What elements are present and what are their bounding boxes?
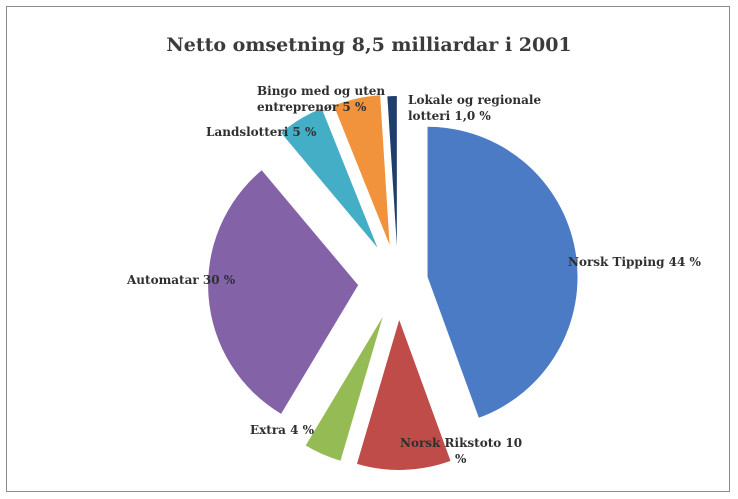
- pie-slice-bingo-med-og-uten-entrepren-r: [333, 95, 390, 245]
- pie-slice-landslotteri: [281, 108, 378, 248]
- slice-label-automatar: Automatar 30 %: [126, 273, 236, 287]
- slice-label-norsk-rikstoto: Norsk Rikstoto 10: [400, 436, 522, 450]
- slice-label-bingo-med-og-uten-entrepren-r-line2: entreprenør 5 %: [257, 100, 367, 114]
- chart-frame: [6, 6, 730, 492]
- slice-label-extra: Extra 4 %: [250, 423, 315, 437]
- slice-label-lokale-og-regionale-lotteri-line2: lotteri 1,0 %: [408, 109, 491, 123]
- slice-label-bingo-med-og-uten-entrepren-r: Bingo med og uten: [257, 84, 385, 98]
- chart-title: Netto omsetning 8,5 milliardar i 2001: [166, 34, 572, 56]
- pie-slice-lokale-og-regionale-lotteri: [387, 96, 397, 247]
- slice-label-norsk-tipping: Norsk Tipping 44 %: [568, 255, 702, 269]
- pie-slice-automatar: [208, 170, 359, 414]
- pie-slice-norsk-tipping: [427, 126, 578, 418]
- slice-label-lokale-og-regionale-lotteri: Lokale og regionale: [408, 93, 541, 107]
- pie-slice-norsk-rikstoto: [356, 319, 451, 470]
- slice-label-norsk-rikstoto-line2: %: [455, 452, 467, 466]
- slice-label-landslotteri: Landslotteri 5 %: [206, 125, 317, 139]
- pie-slice-extra: [305, 316, 383, 461]
